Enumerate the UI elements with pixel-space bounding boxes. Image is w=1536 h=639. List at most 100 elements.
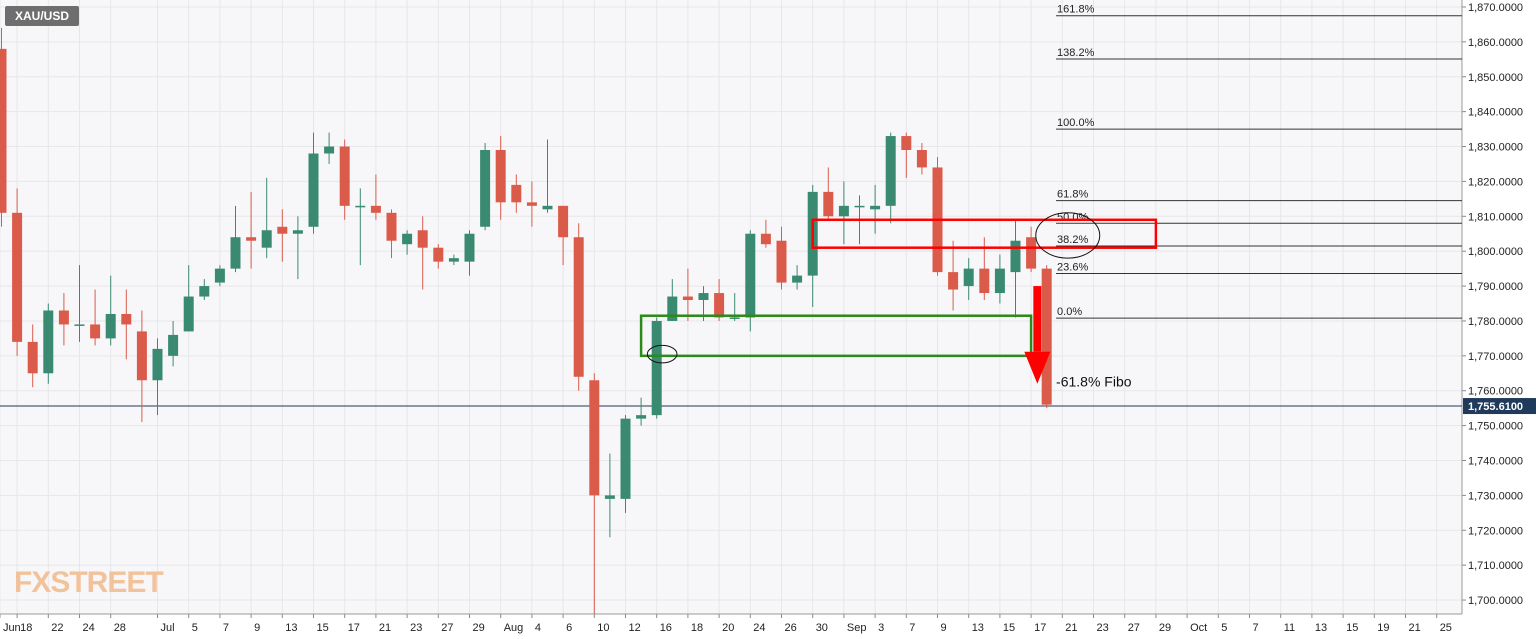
x-tick-label: Aug	[504, 622, 524, 634]
y-tick-label: 1,740.0000	[1468, 456, 1523, 468]
fib-level-label: 100.0%	[1057, 117, 1095, 129]
fib-level-label: 0.0%	[1057, 306, 1082, 318]
x-tick-label: 5	[192, 622, 198, 634]
x-tick-label: 9	[254, 622, 260, 634]
x-tick-label: 4	[535, 622, 541, 634]
x-tick-label: 17	[348, 622, 360, 634]
x-tick-label: 15	[317, 622, 329, 634]
support-zone-box	[639, 314, 1033, 358]
candle-bull	[994, 268, 1005, 294]
x-tick-label: 13	[1315, 622, 1327, 634]
x-tick-label: 6	[566, 622, 572, 634]
candle-bull	[636, 415, 647, 419]
y-tick-label: 1,840.0000	[1468, 107, 1523, 119]
y-tick-label: 1,710.0000	[1468, 560, 1523, 572]
candle-bull	[402, 233, 413, 245]
y-tick-label: 1,820.0000	[1468, 176, 1523, 188]
y-tick-label: 1,850.0000	[1468, 72, 1523, 84]
candle-bull	[448, 258, 459, 262]
candle-bull	[542, 205, 553, 210]
down-arrow-head	[1024, 351, 1051, 384]
y-tick-label: 1,800.0000	[1468, 246, 1523, 258]
candle-bull	[854, 205, 865, 208]
candle-bull	[698, 293, 709, 301]
x-tick-label: 16	[660, 622, 672, 634]
candle-bear	[1026, 237, 1037, 269]
candle-bull	[745, 233, 756, 318]
candle-bull	[105, 313, 116, 339]
x-tick-label: 7	[909, 622, 915, 634]
candle-bull	[620, 418, 631, 499]
fib-level-label: 38.2%	[1057, 234, 1088, 246]
y-tick-label: 1,790.0000	[1468, 281, 1523, 293]
support-oval	[646, 344, 678, 364]
candle-bull	[355, 205, 366, 208]
y-tick-label: 1,720.0000	[1468, 525, 1523, 537]
candle-bull	[43, 310, 54, 374]
candle-bear	[495, 150, 506, 203]
candle-bear	[948, 272, 959, 290]
y-tick-label: 1,700.0000	[1468, 595, 1523, 607]
candle-bear	[0, 48, 7, 213]
candle-bull	[292, 230, 303, 234]
candle-bear	[589, 380, 600, 496]
candle-bull	[729, 317, 740, 319]
candle-bear	[714, 293, 725, 318]
x-tick-label: 12	[629, 622, 641, 634]
y-tick-label: 1,750.0000	[1468, 421, 1523, 433]
candle-bear	[277, 226, 288, 234]
y-tick-label: 1,780.0000	[1468, 316, 1523, 328]
y-tick-label: 1,870.0000	[1468, 2, 1523, 14]
fib-level-label: 61.8%	[1057, 189, 1088, 201]
x-tick-label: 27	[1128, 622, 1140, 634]
x-tick-label: 9	[941, 622, 947, 634]
candle-bear	[12, 212, 23, 342]
x-tick-label: 10	[597, 622, 609, 634]
x-tick-label: 19	[1377, 622, 1389, 634]
y-tick-label: 1,810.0000	[1468, 211, 1523, 223]
candle-bull	[480, 150, 491, 227]
fibo-target-label: -61.8% Fibo	[1056, 374, 1132, 390]
x-tick-label: 23	[410, 622, 422, 634]
x-tick-label: 28	[114, 622, 126, 634]
candle-bull	[838, 205, 849, 217]
candle-bear	[370, 205, 381, 213]
candle-bull	[885, 136, 896, 206]
x-tick-label: 29	[1159, 622, 1171, 634]
candle-bull	[604, 495, 615, 499]
x-tick-label: 24	[753, 622, 765, 634]
candle-bear	[386, 212, 397, 241]
fib-level-label: 161.8%	[1057, 4, 1095, 16]
candle-bear	[90, 324, 101, 339]
y-tick-label: 1,730.0000	[1468, 490, 1523, 502]
resistance-zone-box	[811, 218, 1158, 249]
x-tick-label: Sep	[847, 622, 867, 634]
x-tick-label: 26	[785, 622, 797, 634]
x-tick-label: 11	[1284, 622, 1295, 634]
candle-bull	[963, 268, 974, 287]
x-tick-label: Oct	[1190, 622, 1207, 634]
symbol-badge[interactable]: XAU/USD	[5, 6, 80, 26]
x-tick-label: 24	[83, 622, 95, 634]
candle-bear	[558, 205, 569, 238]
candle-bull	[230, 237, 241, 269]
down-arrow-shaft	[1033, 286, 1042, 352]
candle-bear	[573, 237, 584, 377]
candle-bull	[261, 230, 272, 248]
candle-bear	[823, 191, 834, 217]
candle-bear	[511, 184, 522, 203]
candle-bull	[464, 233, 475, 262]
x-tick-label: 20	[722, 622, 734, 634]
x-tick-label: 15	[1003, 622, 1015, 634]
candle-bear	[916, 150, 927, 168]
fib-level-label: 23.6%	[1057, 262, 1088, 274]
candle-bear	[136, 331, 147, 381]
x-tick-label: 22	[51, 622, 63, 634]
candle-bear	[58, 310, 69, 325]
current-price-label: 1,755.6100	[1468, 401, 1523, 413]
x-tick-label: 13	[285, 622, 297, 634]
x-tick-label: Jun	[3, 622, 21, 634]
candle-bear	[27, 341, 38, 374]
candle-bear	[246, 237, 257, 241]
